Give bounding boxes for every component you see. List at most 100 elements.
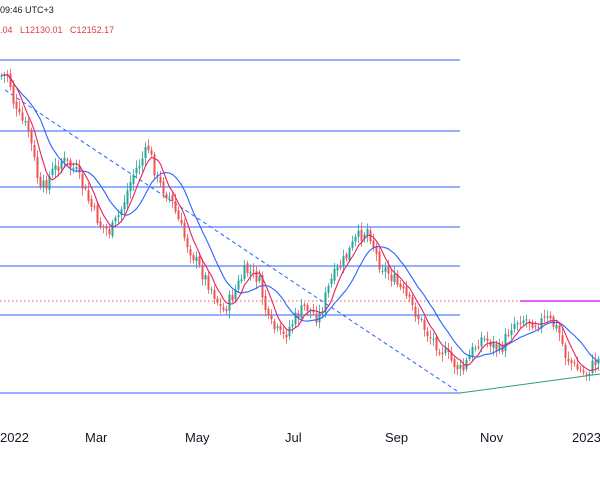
candle	[390, 268, 393, 287]
candle-body	[465, 360, 468, 370]
candle-body	[366, 228, 369, 236]
candle-body	[519, 322, 522, 324]
candle	[180, 212, 183, 226]
candle-body	[234, 289, 237, 300]
candle-body	[417, 315, 420, 320]
candle	[267, 306, 270, 320]
candle-body	[396, 274, 399, 285]
candle-body	[414, 306, 417, 317]
candle	[297, 310, 300, 325]
candle-body	[147, 145, 150, 151]
candle	[540, 312, 543, 334]
candle	[147, 139, 150, 154]
candle-body	[108, 229, 111, 235]
candle	[510, 323, 513, 340]
candle	[366, 223, 369, 243]
candle	[516, 320, 519, 331]
candle-body	[159, 176, 162, 183]
candle-body	[282, 331, 285, 334]
candle	[348, 245, 351, 263]
candle-body	[243, 265, 246, 280]
candle	[9, 68, 12, 91]
candle	[255, 265, 258, 290]
candle-body	[315, 313, 318, 323]
candle-body	[222, 307, 225, 310]
candle	[135, 160, 138, 179]
candle	[138, 159, 141, 175]
candle-body	[480, 337, 483, 347]
candle-body	[492, 341, 495, 348]
candle	[357, 224, 360, 243]
candle	[441, 346, 444, 362]
candle	[396, 269, 399, 288]
candle	[231, 289, 234, 303]
candle-body	[513, 323, 516, 329]
candle-body	[444, 348, 447, 354]
candle-body	[84, 186, 87, 189]
candle	[399, 280, 402, 291]
candle	[561, 327, 564, 347]
candle-body	[462, 364, 465, 371]
candle	[585, 371, 588, 381]
candle	[519, 315, 522, 329]
candle	[420, 316, 423, 322]
candle	[189, 244, 192, 264]
candle-body	[252, 270, 255, 272]
candle-body	[567, 358, 570, 362]
candle-body	[171, 194, 174, 202]
candle-body	[456, 365, 459, 370]
candle-body	[495, 343, 498, 351]
candle-body	[129, 181, 132, 192]
candle	[375, 242, 378, 262]
candle	[162, 177, 165, 199]
candle-body	[378, 251, 381, 270]
candle	[525, 314, 528, 328]
candle	[186, 234, 189, 254]
candle	[264, 289, 267, 317]
candle-body	[63, 157, 66, 162]
candle-body	[33, 144, 36, 158]
candle-body	[276, 326, 279, 328]
candle	[90, 195, 93, 212]
candle-body	[231, 294, 234, 301]
candle-body	[576, 364, 579, 370]
candle-body	[216, 298, 219, 303]
candle-body	[78, 165, 81, 173]
candle-body	[540, 318, 543, 329]
slow-ma-line	[1, 74, 599, 363]
candle	[168, 192, 171, 203]
candle	[279, 323, 282, 335]
candle	[591, 354, 594, 376]
candle-body	[597, 358, 600, 364]
candle-body	[552, 316, 555, 327]
candle	[54, 158, 57, 178]
candle-body	[564, 344, 567, 358]
candle-body	[255, 271, 258, 282]
candle-body	[141, 158, 144, 166]
candle	[315, 305, 318, 327]
candle	[114, 215, 117, 227]
candle-body	[291, 324, 294, 327]
candle-body	[561, 335, 564, 344]
candle	[261, 271, 264, 306]
candle-body	[393, 274, 396, 283]
candle-body	[399, 283, 402, 288]
candle	[498, 338, 501, 354]
candle	[96, 202, 99, 226]
candle	[99, 216, 102, 230]
candle-body	[12, 85, 15, 104]
candle	[429, 329, 432, 345]
candle	[270, 309, 273, 325]
candle-body	[270, 314, 273, 320]
candle	[222, 302, 225, 313]
candle-body	[525, 319, 528, 321]
candle-body	[249, 272, 252, 274]
horizontal-levels	[0, 59, 600, 394]
candle-body	[288, 326, 291, 337]
candle-body	[522, 320, 525, 323]
candle-body	[405, 287, 408, 296]
candle-body	[348, 247, 351, 261]
candle-body	[132, 174, 135, 184]
candle-body	[165, 194, 168, 199]
